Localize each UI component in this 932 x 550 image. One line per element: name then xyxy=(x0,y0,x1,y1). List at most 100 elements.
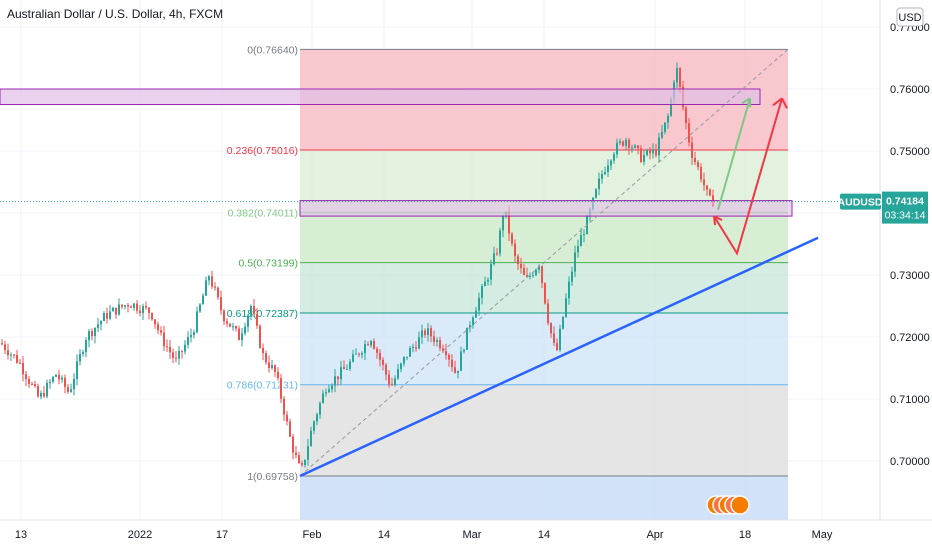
resistance-zone-box xyxy=(0,88,761,105)
candle-body xyxy=(259,325,261,348)
fib-zone xyxy=(300,313,788,385)
candle-body xyxy=(283,398,285,415)
candle-body xyxy=(115,307,117,315)
candle-body xyxy=(388,374,390,385)
candle-body xyxy=(268,362,270,368)
candle-body xyxy=(148,307,150,313)
candle-body xyxy=(172,352,174,358)
candle-body xyxy=(355,353,357,355)
candle-body xyxy=(103,313,105,322)
candle-body xyxy=(220,297,222,311)
x-tick-label: Mar xyxy=(463,529,482,541)
candle-body xyxy=(565,298,567,317)
candle-body xyxy=(601,174,603,179)
currency-button[interactable] xyxy=(896,7,924,27)
candle-body xyxy=(694,157,696,162)
candle-body xyxy=(253,306,255,315)
candle-body xyxy=(652,149,654,154)
candle-body xyxy=(181,350,183,352)
candle-body xyxy=(67,387,69,392)
countdown-label: 03:34:14 xyxy=(885,210,926,222)
candle-body xyxy=(472,317,474,326)
candle-body xyxy=(205,280,207,296)
candle-body xyxy=(244,326,246,334)
candle-body xyxy=(82,352,84,354)
candle-body xyxy=(166,346,168,348)
candle-body xyxy=(538,266,540,270)
candle-body xyxy=(631,147,633,149)
candle-body xyxy=(562,316,564,329)
green-arrow-head xyxy=(741,97,751,108)
candle-body xyxy=(556,342,558,351)
red-arrow-tail xyxy=(713,215,723,226)
candle-body xyxy=(85,340,87,353)
time-axis-bg xyxy=(0,520,932,550)
candle-body xyxy=(316,414,318,422)
candle-body xyxy=(526,274,528,277)
candle-body xyxy=(700,166,702,180)
candle-body xyxy=(52,376,54,382)
candle-body xyxy=(451,359,453,368)
candle-body xyxy=(295,452,297,456)
candle-body xyxy=(457,370,459,373)
candle-body xyxy=(490,264,492,280)
candle-body xyxy=(307,446,309,460)
candle-body xyxy=(502,216,504,231)
candle-body xyxy=(598,178,600,190)
candle-body xyxy=(310,430,312,447)
candle-body xyxy=(412,346,414,349)
candle-body xyxy=(427,328,429,336)
candle-body xyxy=(109,311,111,319)
symbol-badge-label: AUDUSD xyxy=(838,197,883,209)
fib-level-label: 1(0.69758) xyxy=(247,471,298,483)
candle-body xyxy=(130,306,132,308)
uptrend-line xyxy=(299,236,819,478)
candle-body xyxy=(580,234,582,247)
currency-button-label[interactable]: USD xyxy=(898,12,921,24)
candles xyxy=(1,62,714,468)
candle-body xyxy=(4,344,6,351)
candle-body xyxy=(358,353,360,355)
candle-body xyxy=(46,383,48,397)
candle-body xyxy=(280,378,282,399)
candle-body xyxy=(517,256,519,264)
annotations xyxy=(0,48,880,515)
candle-body xyxy=(346,368,348,370)
candle-body xyxy=(709,189,711,196)
candle-body xyxy=(124,305,126,307)
candle-body xyxy=(547,303,549,323)
candle-body xyxy=(664,122,666,132)
candle-body xyxy=(193,332,195,336)
y-tick-label: 0.70000 xyxy=(890,456,930,468)
fib-level-label: 0.382(0.74011) xyxy=(228,207,298,219)
candle-body xyxy=(478,297,480,311)
candle-body xyxy=(508,211,510,234)
candle-body xyxy=(619,141,621,143)
candle-body xyxy=(97,324,99,328)
candle-body xyxy=(91,331,93,336)
candle-body xyxy=(13,354,15,356)
candle-body xyxy=(382,359,384,365)
last-price-label: 0.74184 xyxy=(886,196,924,208)
fib-level-label: 0.236(0.75016) xyxy=(227,145,298,157)
candle-body xyxy=(178,350,180,359)
candle-body xyxy=(292,436,294,453)
candle-body xyxy=(520,263,522,269)
candle-body xyxy=(19,362,21,364)
candle-body xyxy=(376,348,378,353)
candle-body xyxy=(418,337,420,349)
candle-body xyxy=(403,356,405,364)
support-zone-box xyxy=(299,200,793,217)
candle-body xyxy=(688,123,690,143)
candle-body xyxy=(196,311,198,333)
candle-body xyxy=(217,287,219,298)
candle-body xyxy=(94,327,96,336)
candle-body xyxy=(409,348,411,357)
candle-body xyxy=(76,361,78,379)
candle-body xyxy=(112,307,114,312)
candle-body xyxy=(685,107,687,124)
fib-level-label: 0.618(0.72387) xyxy=(227,308,298,320)
candle-body xyxy=(496,253,498,255)
